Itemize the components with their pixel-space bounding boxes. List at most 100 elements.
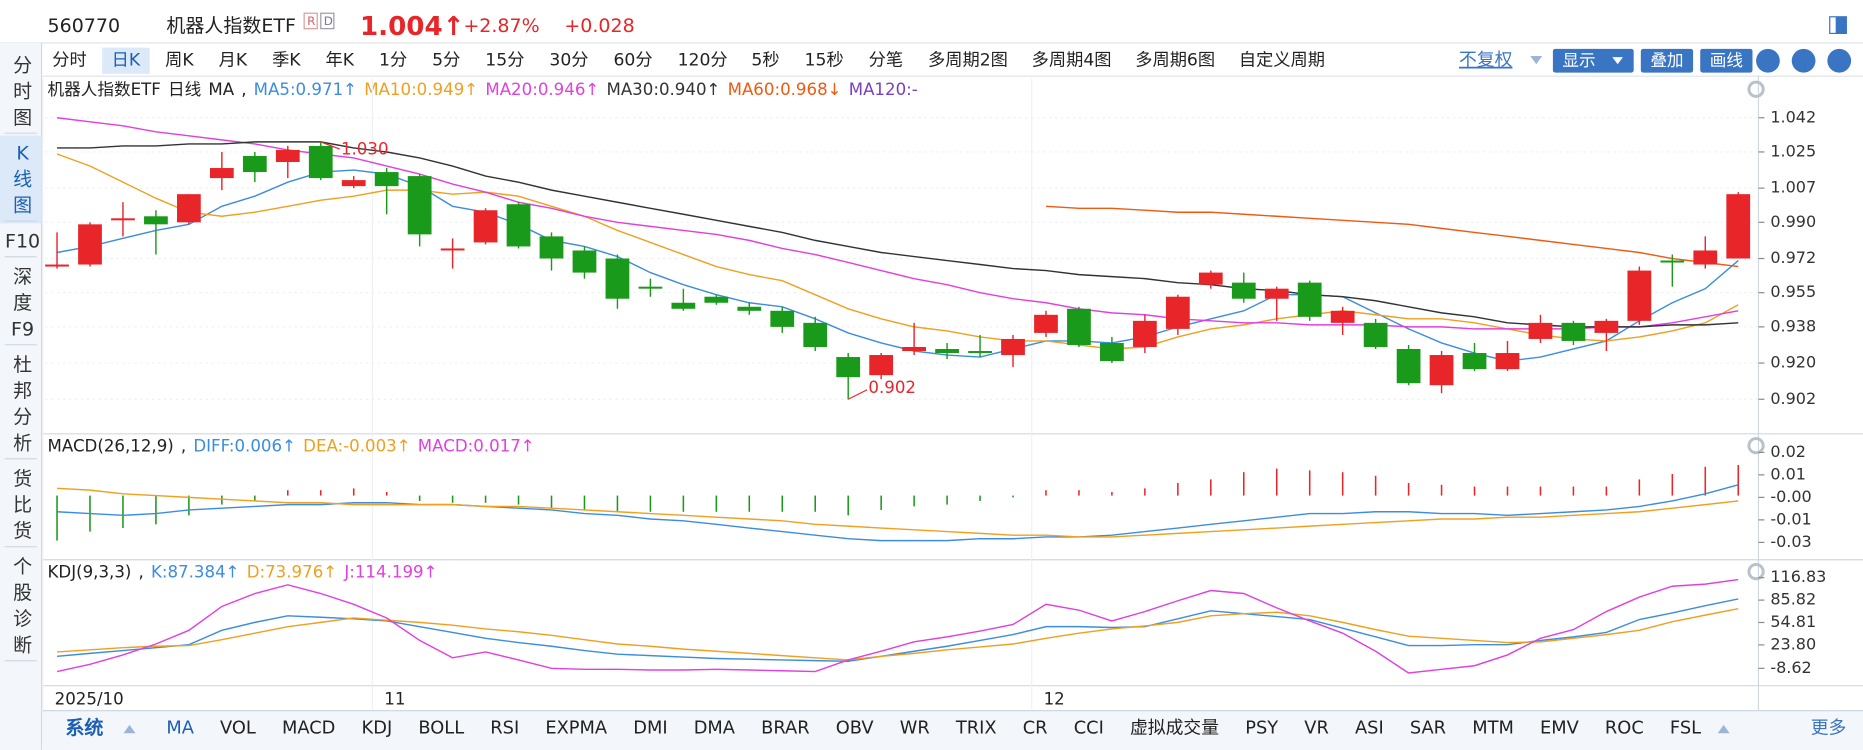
tool-button[interactable]: [1552, 48, 1634, 73]
period-tab[interactable]: 5秒: [751, 51, 779, 71]
period-tab[interactable]: 分笔: [869, 51, 903, 71]
tool-button[interactable]: [1700, 48, 1753, 73]
y-tick-label: -0.01: [1770, 509, 1811, 528]
period-tab[interactable]: 季K: [272, 51, 301, 71]
adjust-link[interactable]: 不复权: [1459, 50, 1513, 71]
indicator-tab[interactable]: WR: [900, 717, 930, 738]
settings-icon[interactable]: [1747, 80, 1765, 98]
date-label: 11: [384, 689, 405, 708]
indicator-tab[interactable]: MA: [166, 717, 194, 738]
period-tab[interactable]: 自定义周期: [1239, 51, 1325, 71]
tool-button-label: 显示: [1562, 51, 1595, 70]
period-tab[interactable]: 日K: [112, 51, 141, 71]
candle-body: [1034, 314, 1058, 333]
period-tab[interactable]: 5分: [432, 51, 460, 71]
annotation-line: [847, 389, 868, 400]
candle-body: [902, 346, 927, 352]
side-tab[interactable]: F10: [5, 230, 40, 252]
indicator-tab[interactable]: RSI: [490, 717, 519, 738]
indicator-tab[interactable]: MACD: [282, 717, 335, 738]
period-tab[interactable]: 多周期6图: [1135, 51, 1215, 71]
legend-item: J:114.199↑: [343, 562, 437, 581]
indicator-tab[interactable]: 虚拟成交量: [1130, 717, 1219, 738]
period-tab[interactable]: 60分: [613, 51, 652, 71]
indicator-tab[interactable]: PSY: [1245, 717, 1278, 738]
candle-body: [1561, 322, 1586, 341]
side-tab[interactable]: 货比货: [13, 467, 32, 541]
tool-button-label: 画线: [1710, 51, 1744, 70]
period-tab[interactable]: 30分: [549, 51, 588, 71]
candle-body: [1198, 272, 1223, 285]
candle-body: [1297, 282, 1322, 317]
candle-body: [1627, 270, 1652, 321]
candle-body: [111, 218, 135, 221]
period-tab[interactable]: 年K: [326, 51, 355, 71]
candle-body: [869, 355, 894, 376]
legend-item: DIFF:0.006↑: [193, 436, 296, 455]
indicator-tab[interactable]: KDJ: [362, 717, 393, 738]
candle-body: [803, 322, 828, 347]
change: +0.028: [564, 15, 634, 37]
indicator-line: [56, 153, 1739, 350]
y-tick-label: 23.80: [1770, 634, 1816, 653]
side-tab[interactable]: 深度 F9: [11, 265, 34, 339]
period-tab[interactable]: 1分: [379, 51, 407, 71]
indicator-tab[interactable]: BRAR: [761, 717, 809, 738]
round-icon[interactable]: [1756, 48, 1780, 73]
indicator-line: [56, 169, 1739, 362]
candle-body: [78, 224, 102, 265]
indicator-tab[interactable]: FSL: [1670, 717, 1701, 738]
indicator-tab[interactable]: EXPMA: [545, 717, 608, 738]
round-icon[interactable]: [1791, 48, 1816, 73]
system-tab[interactable]: 系统: [65, 716, 103, 739]
indicator-tab[interactable]: DMA: [694, 717, 736, 738]
period-tab[interactable]: 周K: [165, 51, 194, 71]
side-tab[interactable]: K 线图: [13, 142, 32, 216]
indicator-line: [1045, 205, 1739, 268]
y-tick-label: 85.82: [1770, 590, 1816, 609]
period-tab[interactable]: 120分: [678, 51, 728, 71]
legend-item: MACD:0.017↑: [418, 436, 535, 455]
period-tab[interactable]: 多周期4图: [1032, 51, 1112, 71]
indicator-tab[interactable]: ROC: [1605, 717, 1644, 738]
indicator-tab[interactable]: SAR: [1410, 717, 1446, 738]
side-tab[interactable]: 分时图: [13, 54, 32, 128]
settings-icon[interactable]: [1747, 563, 1765, 581]
indicator-tab[interactable]: CCI: [1074, 717, 1104, 738]
indicator-tab[interactable]: BOLL: [418, 717, 464, 738]
price: 1.004↑: [360, 12, 465, 42]
period-tab[interactable]: 月K: [219, 51, 248, 71]
settings-icon[interactable]: [1747, 437, 1765, 455]
more-tab[interactable]: 更多: [1811, 717, 1847, 738]
indicator-tab[interactable]: EMV: [1540, 717, 1580, 738]
tool-button[interactable]: [1640, 48, 1694, 73]
period-tab[interactable]: 多周期2图: [928, 51, 1008, 71]
indicator-tab[interactable]: VR: [1304, 717, 1329, 738]
side-tab[interactable]: 杜邦分析: [13, 353, 32, 453]
change-pct: +2.87%: [463, 15, 539, 37]
indicator-tab[interactable]: CR: [1023, 717, 1048, 738]
window-icon-fill: [1835, 16, 1847, 34]
indicator-tab[interactable]: VOL: [220, 717, 256, 738]
candle-body: [1001, 338, 1025, 356]
legend-item: MA10:0.949↑: [364, 80, 478, 99]
period-tab[interactable]: 15秒: [805, 51, 844, 71]
y-tick-label: 0.02: [1770, 442, 1806, 461]
indicator-tab[interactable]: OBV: [836, 717, 875, 738]
legend-item: K:87.384↑: [151, 562, 240, 581]
candle-body: [407, 176, 432, 235]
indicator-tab[interactable]: DMI: [633, 717, 667, 738]
candle-body: [473, 210, 498, 243]
indicator-line: [56, 578, 1739, 674]
candle-body: [1165, 296, 1190, 329]
candle-body: [1594, 320, 1619, 333]
round-icon[interactable]: [1827, 48, 1852, 73]
indicator-tab[interactable]: ASI: [1355, 717, 1384, 738]
period-tab[interactable]: 分时: [52, 51, 86, 71]
period-tab[interactable]: 15分: [485, 51, 524, 71]
indicator-line: [56, 117, 1739, 330]
indicator-tab[interactable]: TRIX: [955, 717, 997, 738]
side-tab[interactable]: 个股诊断: [13, 555, 32, 655]
indicator-tab[interactable]: MTM: [1472, 717, 1514, 738]
candle-body: [1429, 355, 1454, 386]
